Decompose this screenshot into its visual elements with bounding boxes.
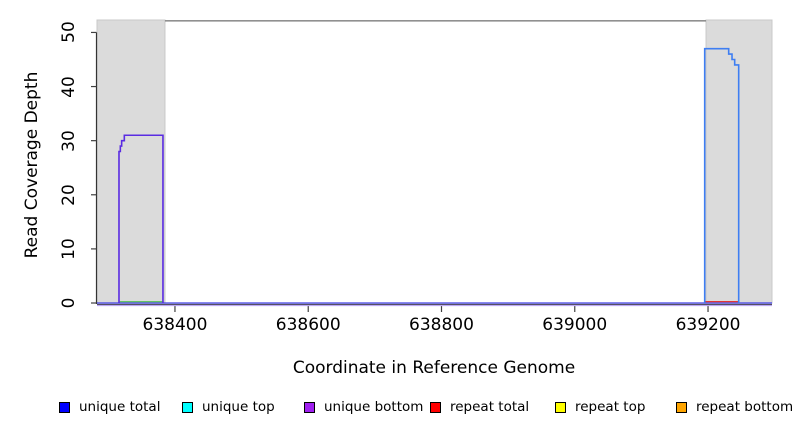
y-tick-label: 10 [59, 238, 79, 260]
legend: unique total unique top unique bottom repea… [0, 398, 792, 418]
legend-item-repeat-top: repeat top [555, 398, 645, 416]
x-axis-title: Coordinate in Reference Genome [292, 358, 576, 378]
y-tick-label: 30 [59, 129, 79, 152]
x-tick-label: 639000 [542, 315, 608, 335]
legend-swatch-unique-total [59, 401, 70, 413]
y-tick-label: 20 [59, 183, 79, 206]
legend-swatch-repeat-top [555, 401, 566, 413]
legend-label: repeat bottom [696, 399, 792, 415]
y-tick-label: 0 [59, 297, 79, 309]
legend-item-repeat-total: repeat total [430, 398, 529, 416]
x-tick-label: 638800 [409, 315, 474, 335]
shaded-region [96, 19, 166, 304]
legend-label: repeat top [575, 399, 646, 415]
legend-swatch-repeat-bottom [676, 401, 687, 413]
plot-area [91, 19, 773, 312]
legend-item-unique-total: unique total [59, 398, 160, 416]
y-tick-label: 40 [59, 75, 79, 98]
legend-label: unique top [202, 399, 275, 415]
legend-swatch-repeat-total [430, 401, 441, 413]
x-tick-label: 638600 [275, 315, 341, 335]
legend-swatch-unique-top [182, 401, 193, 413]
series-unique-coverage-right-peak [703, 47, 740, 303]
legend-label: unique total [79, 399, 161, 415]
y-tick-label: 50 [59, 21, 79, 44]
y-axis-title: Read Coverage Depth [22, 71, 42, 259]
legend-label: unique bottom [324, 399, 424, 415]
legend-item-unique-top: unique top [182, 398, 275, 416]
legend-item-unique-bottom: unique bottom [304, 398, 423, 416]
series-unique-coverage-left-peak [118, 134, 164, 303]
x-tick-label: 638400 [142, 315, 208, 335]
x-tick-label: 639200 [675, 315, 741, 335]
legend-item-repeat-bottom: repeat bottom [676, 398, 792, 416]
legend-swatch-unique-bottom [304, 401, 315, 413]
legend-label: repeat total [450, 399, 530, 415]
